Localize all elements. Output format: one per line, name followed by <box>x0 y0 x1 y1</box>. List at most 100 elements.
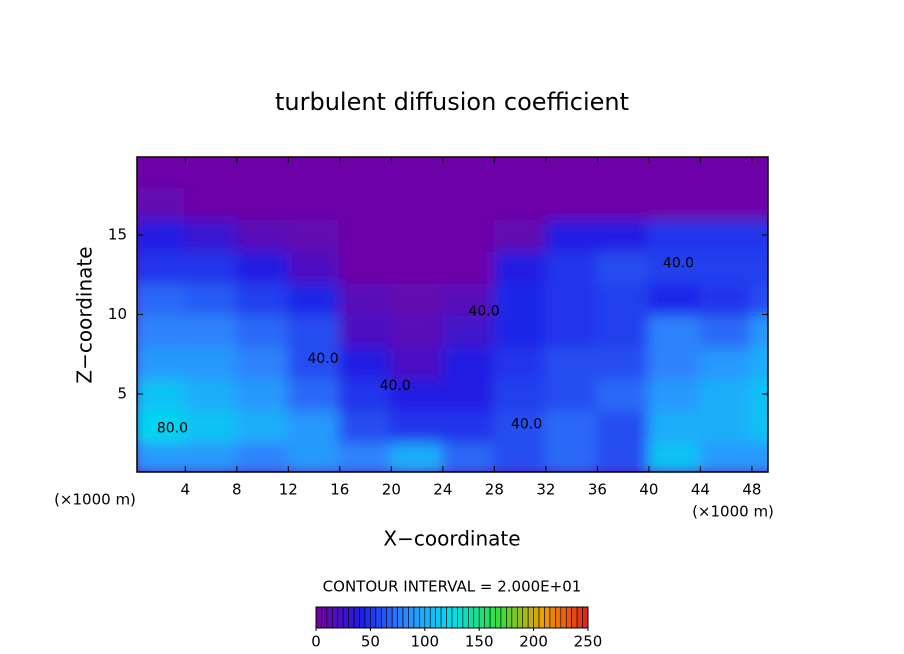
colorbar-swatch <box>576 606 583 629</box>
colorbar-swatch <box>565 606 572 629</box>
cell <box>596 345 650 380</box>
cell <box>544 345 599 380</box>
cell <box>137 313 187 348</box>
cell <box>390 345 444 380</box>
cell <box>235 313 290 348</box>
cell <box>235 345 290 380</box>
cell <box>338 313 393 348</box>
colorbar-swatch <box>413 606 420 629</box>
cell <box>441 408 496 443</box>
x-tick-label: 44 <box>691 481 710 499</box>
cell <box>750 408 768 443</box>
colorbar-swatch <box>582 606 589 629</box>
cell <box>287 377 341 411</box>
contour-label: 40.0 <box>511 416 542 432</box>
cell <box>137 377 187 411</box>
cell <box>287 408 341 443</box>
cell <box>647 157 702 189</box>
colorbar-swatch <box>555 606 562 629</box>
cell <box>493 408 547 443</box>
colorbar-swatch <box>435 606 442 629</box>
y-tick-label: 10 <box>108 305 127 323</box>
cell <box>235 408 290 443</box>
contour-label: 80.0 <box>157 420 188 436</box>
cell <box>137 408 187 443</box>
cell <box>596 313 650 348</box>
cell <box>235 281 290 316</box>
cell <box>137 249 187 284</box>
cell <box>699 218 753 252</box>
colorbar-swatch <box>391 606 398 629</box>
cell <box>441 281 496 316</box>
cell <box>441 345 496 380</box>
cell <box>338 157 393 189</box>
cell <box>390 313 444 348</box>
colorbar-swatch <box>468 606 475 629</box>
cell <box>699 281 753 316</box>
cell <box>493 313 547 348</box>
cell <box>338 186 393 221</box>
cell <box>596 377 650 411</box>
x-tick-label: 12 <box>279 481 298 499</box>
colorbar-swatch <box>495 606 502 629</box>
cell <box>493 186 547 221</box>
colorbar-swatch <box>489 606 496 629</box>
colorbar-swatch <box>364 606 371 629</box>
cell <box>493 377 547 411</box>
colorbar-swatch <box>337 606 344 629</box>
contour-label: 40.0 <box>307 351 338 367</box>
colorbar-swatch <box>321 606 328 629</box>
cell <box>596 281 650 316</box>
colorbar-swatch <box>538 606 545 629</box>
cell <box>441 157 496 189</box>
cell <box>544 313 599 348</box>
colorbar-swatch <box>533 606 540 629</box>
colorbar-swatch <box>370 606 377 629</box>
cell <box>596 249 650 284</box>
cell <box>338 345 393 380</box>
cell <box>137 440 187 472</box>
cell <box>338 377 393 411</box>
cell <box>647 345 702 380</box>
cell <box>544 186 599 221</box>
cell <box>287 157 341 189</box>
x-tick-label: 4 <box>181 481 191 499</box>
cell <box>184 408 238 443</box>
field <box>137 157 768 472</box>
cell <box>699 157 753 189</box>
colorbar-swatch <box>402 606 409 629</box>
cell <box>544 440 599 472</box>
y-tick-label: 5 <box>117 385 127 403</box>
colorbar-swatch <box>571 606 578 629</box>
cell <box>287 249 341 284</box>
cell <box>390 281 444 316</box>
cell <box>647 408 702 443</box>
cell <box>441 218 496 252</box>
cell <box>235 377 290 411</box>
cell <box>137 345 187 380</box>
colorbar-swatch <box>478 606 485 629</box>
colorbar-tick-label: 0 <box>311 633 321 651</box>
y-tick-label: 15 <box>108 225 127 243</box>
cell <box>750 157 768 189</box>
colorbar-swatch <box>473 606 480 629</box>
cell <box>699 186 753 221</box>
contour-interval-note: CONTOUR INTERVAL = 2.000E+01 <box>323 578 582 596</box>
cell <box>338 249 393 284</box>
cell <box>184 345 238 380</box>
colorbar-swatch <box>440 606 447 629</box>
x-tick-label: 8 <box>232 481 242 499</box>
colorbar-swatch <box>446 606 453 629</box>
x-tick-label: 48 <box>742 481 761 499</box>
colorbar-swatch <box>397 606 404 629</box>
cell <box>544 157 599 189</box>
cell <box>699 313 753 348</box>
colorbar-swatch <box>544 606 551 629</box>
cell <box>544 249 599 284</box>
cell <box>184 440 238 472</box>
x-tick-label: 28 <box>485 481 504 499</box>
colorbar-swatch <box>522 606 529 629</box>
colorbar-swatch <box>348 606 355 629</box>
colorbar-frame <box>315 606 589 629</box>
